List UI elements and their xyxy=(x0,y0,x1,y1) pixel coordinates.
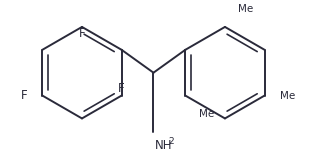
Text: F: F xyxy=(21,89,27,102)
Text: Me: Me xyxy=(199,109,214,119)
Text: F: F xyxy=(79,27,85,40)
Text: Me: Me xyxy=(238,4,254,14)
Text: F: F xyxy=(118,82,125,95)
Text: NH: NH xyxy=(156,139,173,152)
Text: Me: Me xyxy=(280,91,295,101)
Text: 2: 2 xyxy=(169,136,174,146)
